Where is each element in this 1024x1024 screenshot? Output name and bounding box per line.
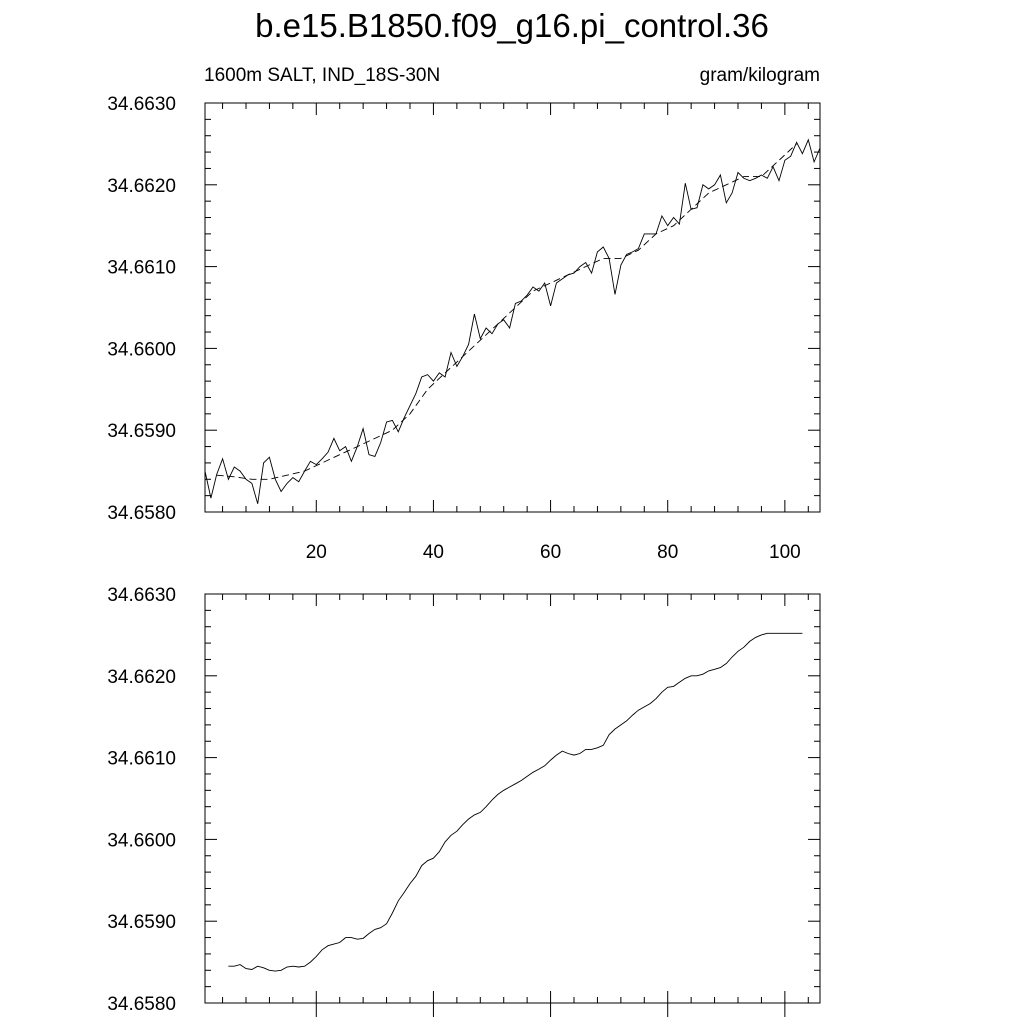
top-trend-series-line (216, 143, 797, 480)
bottom-y-tick-label: 34.6610 (107, 749, 176, 770)
page-title: b.e15.B1850.f09_g16.pi_control.36 (255, 7, 769, 44)
bottom-y-tick-label: 34.6630 (107, 585, 176, 606)
bottom-series-line (228, 632, 803, 972)
top-y-tick-label: 34.6590 (107, 421, 176, 442)
variable-region-label: 1600m SALT, IND_18S-30N (204, 65, 441, 86)
bottom-y-tick-label: 34.6600 (107, 830, 176, 851)
top-plot-frame (204, 102, 821, 513)
top-y-tick-label: 34.6580 (107, 503, 176, 524)
top-y-tick-label: 34.6620 (107, 176, 176, 197)
top-y-tick-label: 34.6610 (107, 258, 176, 279)
top-series-line (204, 138, 821, 504)
bottom-y-tick-label: 34.6620 (107, 667, 176, 688)
top-panel: 20 40 60 80 100 34.6580 34.6590 34.6600 34.6610 3… (107, 94, 821, 563)
top-x-tick-label: 60 (540, 542, 561, 563)
top-x-tick-label: 20 (306, 542, 327, 563)
units-label: gram/kilogram (699, 65, 820, 86)
bottom-y-tick-label: 34.6590 (107, 912, 176, 933)
bottom-plot-frame (204, 593, 821, 1004)
top-x-tick-label: 100 (769, 542, 801, 563)
top-x-tick-label: 80 (657, 542, 678, 563)
top-y-tick-label: 34.6630 (107, 94, 176, 115)
top-y-tick-label: 34.6600 (107, 339, 176, 360)
bottom-y-tick-label: 34.6580 (107, 994, 176, 1015)
top-x-tick-label: 40 (423, 542, 444, 563)
bottom-panel: 34.6580 34.6590 34.6600 34.6610 34.6620 34.66… (107, 585, 821, 1017)
